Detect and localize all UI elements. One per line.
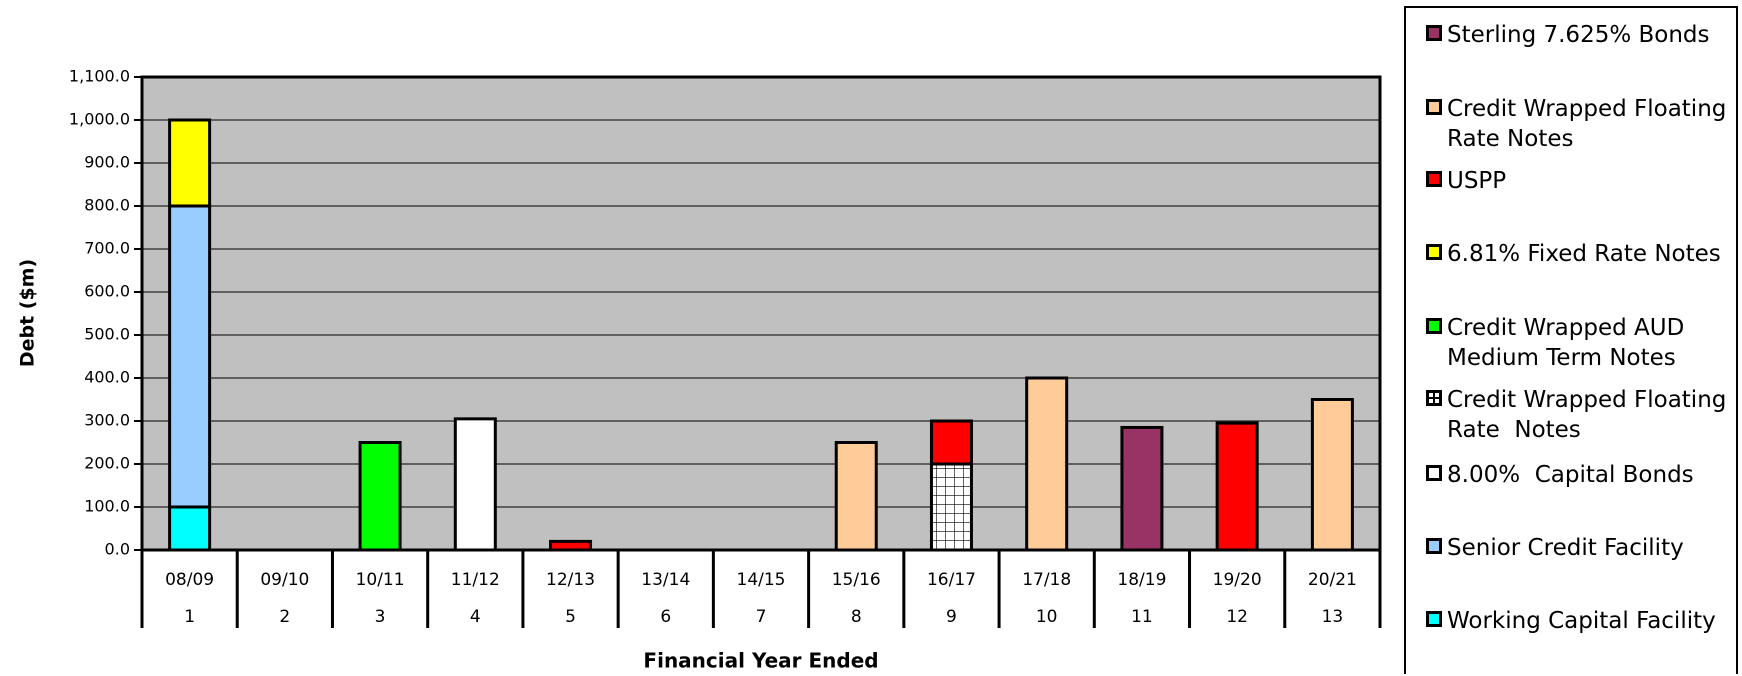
y-tick-label: 800.0	[84, 196, 130, 215]
legend-entry: Credit Wrapped Floating Rate Notes	[1426, 385, 1738, 445]
legend-label: Sterling 7.625% Bonds	[1447, 22, 1710, 48]
y-tick-label: 0.0	[105, 540, 130, 559]
x-tick-number: 9	[946, 607, 957, 627]
legend-label: Credit Wrapped AUD Medium Term Notes	[1447, 315, 1692, 371]
y-tick-label: 300.0	[84, 411, 130, 430]
y-tick-label: 100.0	[84, 497, 130, 516]
bar-segment	[834, 441, 878, 552]
x-tick-number: 1	[184, 607, 195, 627]
bar-segment	[1025, 376, 1069, 552]
y-tick-label: 600.0	[84, 282, 130, 301]
x-tick-number: 12	[1226, 607, 1248, 627]
plot-border	[140, 75, 1382, 552]
legend-entry: 8.00% Capital Bonds	[1426, 460, 1738, 490]
y-tick-label: 700.0	[84, 239, 130, 258]
legend-swatch	[1426, 244, 1442, 260]
x-tick-label: 12/13	[546, 570, 595, 590]
x-tick-number: 3	[375, 607, 386, 627]
legend-label: 8.00% Capital Bonds	[1447, 462, 1694, 488]
bar-segment	[453, 417, 497, 552]
x-tick-label: 19/20	[1213, 570, 1262, 590]
bar-segment	[929, 419, 973, 466]
x-tick-number: 4	[470, 607, 481, 627]
y-tick-label: 200.0	[84, 454, 130, 473]
legend-label: Working Capital Facility	[1447, 608, 1716, 634]
x-tick-label: 14/15	[737, 570, 786, 590]
bar-segment	[358, 441, 402, 552]
legend-label: USPP	[1447, 168, 1507, 194]
bar-segment	[1120, 425, 1164, 552]
x-tick-number: 10	[1036, 607, 1058, 627]
legend-swatch	[1426, 99, 1442, 115]
legend-entry: Sterling 7.625% Bonds	[1426, 20, 1738, 50]
legend-entry: Working Capital Facility	[1426, 606, 1738, 636]
bar-segment	[1215, 421, 1259, 552]
x-tick-label: 09/10	[260, 570, 309, 590]
legend-swatch	[1426, 318, 1442, 334]
x-tick-number: 7	[756, 607, 767, 627]
legend-swatch	[1426, 538, 1442, 554]
x-tick-number: 2	[279, 607, 290, 627]
x-axis-title: Financial Year Ended	[643, 649, 878, 673]
chart: Debt ($m) Financial Year Ended 0.0 100.0 2…	[17, 67, 1382, 673]
y-tick-label: 1,000.0	[69, 110, 130, 129]
x-tick-number: 11	[1131, 607, 1153, 627]
bar-segment	[168, 505, 212, 552]
x-tick-label: 08/09	[165, 570, 214, 590]
legend-swatch	[1426, 171, 1442, 187]
x-tick-number: 13	[1322, 607, 1344, 627]
x-tick-number: 6	[660, 607, 671, 627]
x-tick-number: 5	[565, 607, 576, 627]
x-tick-label: 15/16	[832, 570, 881, 590]
legend-entry: Credit Wrapped AUD Medium Term Notes	[1426, 313, 1738, 373]
bar-segment	[168, 118, 212, 208]
plot-area	[142, 77, 1380, 550]
legend-entry: 6.81% Fixed Rate Notes	[1426, 239, 1738, 269]
legend-entry: USPP	[1426, 166, 1738, 196]
bar-segment	[168, 204, 212, 509]
y-tick-label: 500.0	[84, 325, 130, 344]
legend-entry: Senior Credit Facility	[1426, 533, 1738, 563]
legend-swatch	[1426, 390, 1442, 406]
x-tick-label: 10/11	[356, 570, 405, 590]
legend-label: Credit Wrapped Floating Rate Notes	[1447, 387, 1734, 443]
legend-label: Senior Credit Facility	[1447, 535, 1684, 561]
bar-segment	[929, 462, 973, 552]
bar-segment	[1310, 398, 1354, 552]
y-axis-title: Debt ($m)	[17, 259, 39, 367]
x-tick-label: 13/14	[641, 570, 690, 590]
legend-swatch	[1426, 25, 1442, 41]
legend: Sterling 7.625% Bonds Credit Wrapped Floa…	[1404, 6, 1738, 674]
legend-swatch	[1426, 465, 1442, 481]
x-tick-label: 17/18	[1022, 570, 1071, 590]
y-tick-label: 400.0	[84, 368, 130, 387]
legend-label: 6.81% Fixed Rate Notes	[1447, 241, 1721, 267]
x-tick-label: 11/12	[451, 570, 500, 590]
legend-label: Credit Wrapped Floating Rate Notes	[1447, 96, 1734, 152]
y-tick-label: 900.0	[84, 153, 130, 172]
x-tick-label: 16/17	[927, 570, 976, 590]
legend-entry: Credit Wrapped Floating Rate Notes	[1426, 94, 1738, 154]
y-tick-label: 1,100.0	[69, 67, 130, 86]
x-tick-label: 20/21	[1308, 570, 1357, 590]
x-tick-label: 18/19	[1117, 570, 1166, 590]
legend-swatch	[1426, 611, 1442, 627]
x-tick-number: 8	[851, 607, 862, 627]
